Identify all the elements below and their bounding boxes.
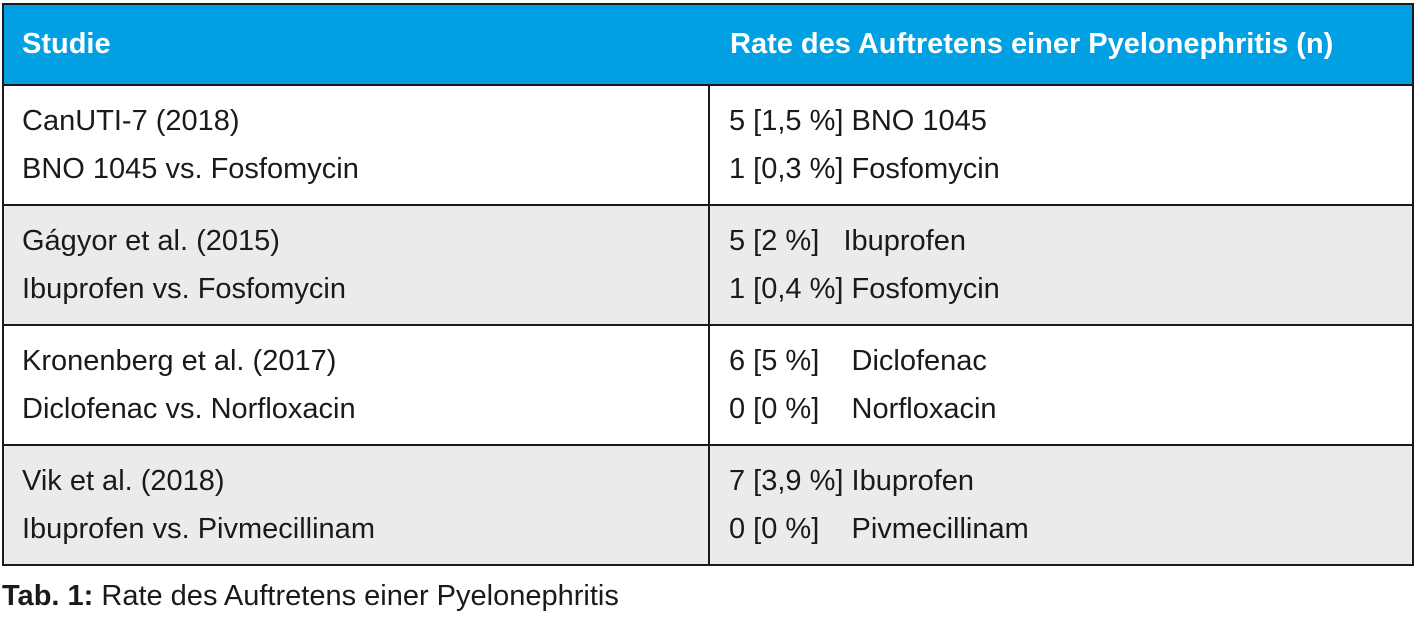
rate-line: 7 [3,9 %] Ibuprofen (729, 465, 975, 497)
study-comparison: Ibuprofen vs. Pivmecillinam (22, 513, 375, 545)
study-comparison: Diclofenac vs. Norfloxacin (22, 393, 356, 425)
study-name: CanUTI-7 (2018) (22, 105, 240, 137)
table-header: Studie Rate des Auftretens einer Pyelone… (4, 5, 1412, 86)
rate-line: 5 [1,5 %] BNO 1045 (729, 105, 987, 137)
study-cell: Vik et al. (2018) Ibuprofen vs. Pivmecil… (4, 446, 710, 564)
study-comparison: BNO 1045 vs. Fosfomycin (22, 153, 359, 185)
study-name: Gágyor et al. (2015) (22, 225, 280, 257)
study-cell: Gágyor et al. (2015) Ibuprofen vs. Fosfo… (4, 206, 710, 324)
header-rate: Rate des Auftretens einer Pyelonephritis… (730, 28, 1334, 60)
rate-cell: 5 [1,5 %] BNO 1045 1 [0,3 %] Fosfomycin (710, 86, 1412, 204)
study-comparison: Ibuprofen vs. Fosfomycin (22, 273, 346, 305)
table-row: Gágyor et al. (2015) Ibuprofen vs. Fosfo… (4, 206, 1412, 326)
table-row: Vik et al. (2018) Ibuprofen vs. Pivmecil… (4, 446, 1412, 564)
study-name: Vik et al. (2018) (22, 465, 225, 497)
caption-text: Rate des Auftretens einer Pyelonephritis (93, 580, 619, 612)
rate-cell: 6 [5 %] Diclofenac 0 [0 %] Norfloxacin (710, 326, 1412, 444)
table-row: Kronenberg et al. (2017) Diclofenac vs. … (4, 326, 1412, 446)
study-name: Kronenberg et al. (2017) (22, 345, 337, 377)
rate-line: 1 [0,3 %] Fosfomycin (729, 153, 1000, 185)
rate-line: 0 [0 %] Norfloxacin (729, 393, 997, 425)
study-cell: Kronenberg et al. (2017) Diclofenac vs. … (4, 326, 710, 444)
rate-line: 1 [0,4 %] Fosfomycin (729, 273, 1000, 305)
pyelonephritis-table: Studie Rate des Auftretens einer Pyelone… (2, 3, 1414, 566)
study-cell: CanUTI-7 (2018) BNO 1045 vs. Fosfomycin (4, 86, 710, 204)
rate-line: 6 [5 %] Diclofenac (729, 345, 987, 377)
rate-line: 5 [2 %] Ibuprofen (729, 225, 966, 257)
table-caption: Tab. 1: Rate des Auftretens einer Pyelon… (2, 580, 619, 613)
rate-cell: 7 [3,9 %] Ibuprofen 0 [0 %] Pivmecillina… (710, 446, 1412, 564)
caption-label: Tab. 1: (2, 580, 94, 612)
rate-cell: 5 [2 %] Ibuprofen 1 [0,4 %] Fosfomycin (710, 206, 1412, 324)
header-study: Studie (22, 28, 111, 60)
rate-line: 0 [0 %] Pivmecillinam (729, 513, 1029, 545)
table-row: CanUTI-7 (2018) BNO 1045 vs. Fosfomycin … (4, 86, 1412, 206)
